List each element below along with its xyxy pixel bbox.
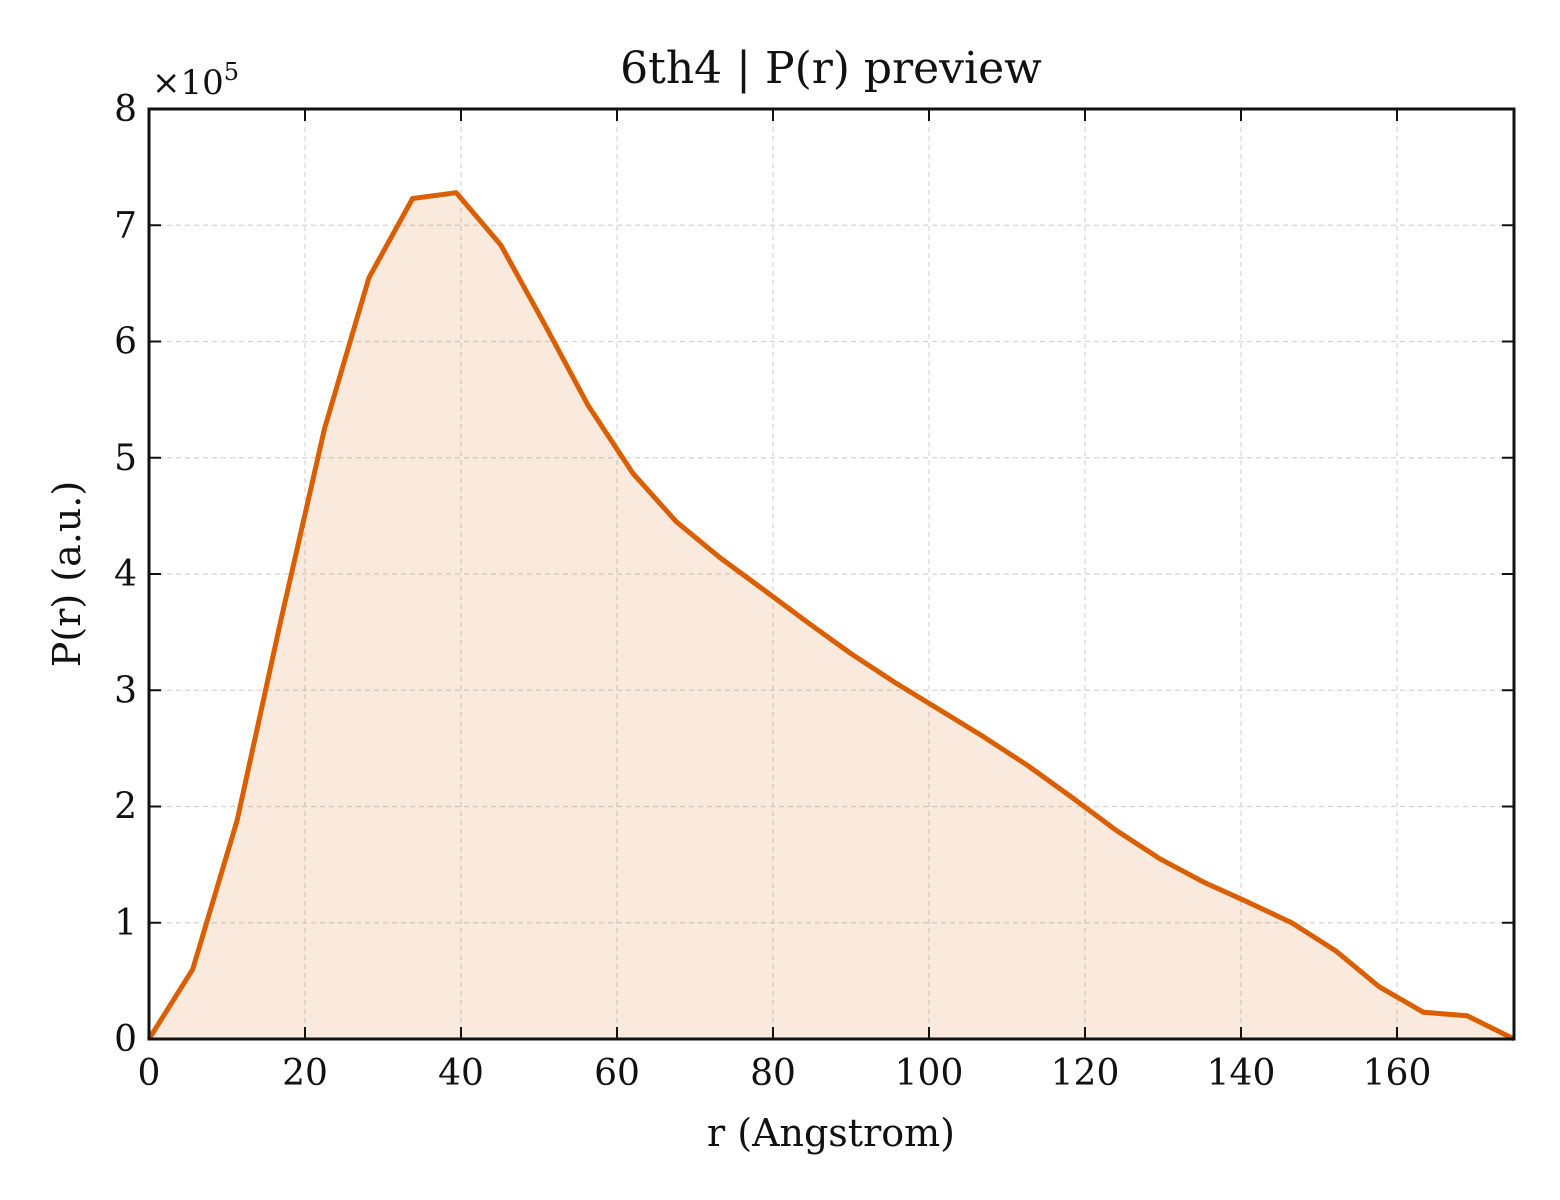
x-tick-label: 160 [1363,1053,1432,1094]
y-multiplier-base: ×10 [152,63,224,103]
chart-title: 6th4 | P(r) preview [620,43,1042,94]
y-multiplier-exponent: 5 [224,58,239,86]
y-tick-label: 5 [114,438,137,479]
y-tick-label: 0 [114,1019,137,1060]
y-tick-label: 8 [114,89,137,130]
y-tick-label: 6 [114,322,137,363]
ticks: 0 20 40 60 80 100 120 140 160 0 1 2 3 4 5 6 7 8 [114,89,1514,1094]
x-tick-label: 80 [750,1053,796,1094]
x-tick-label: 20 [282,1053,328,1094]
y-tick-label: 4 [114,554,137,595]
x-tick-label: 0 [138,1053,161,1094]
y-multiplier: ×105 [152,58,239,103]
y-axis-label: P(r) (a.u.) [45,481,89,667]
y-tick-label: 1 [114,903,137,944]
x-tick-label: 40 [438,1053,484,1094]
x-tick-label: 60 [594,1053,640,1094]
x-tick-label: 120 [1051,1053,1120,1094]
x-axis-label: r (Angstrom) [707,1111,955,1155]
plot-frame [147,107,1516,1041]
y-tick-label: 7 [114,205,137,246]
grid [149,109,1514,1039]
x-tick-label: 100 [895,1053,964,1094]
y-tick-label: 2 [114,787,137,828]
series-line [146,190,1516,1042]
x-tick-label: 140 [1207,1053,1276,1094]
area-fill [149,192,1514,1039]
y-tick-label: 3 [114,670,137,711]
